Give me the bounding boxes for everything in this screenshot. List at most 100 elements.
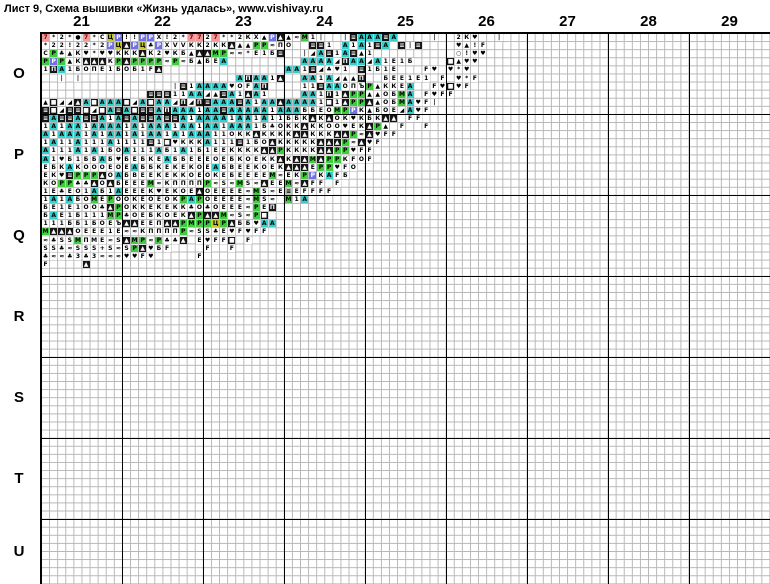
stitch-cell: ▲ [276,74,284,82]
stitch-cell: А [155,147,163,155]
stitch-cell: 7 [42,34,50,42]
stitch-cell: 1 [82,187,90,195]
stitch-cell: Б [42,212,50,220]
stitch-cell: Е [317,106,325,114]
row-label-R: R [13,308,25,325]
stitch-cell: ≡ [357,66,365,74]
stitch-cell: ▲ [374,82,382,90]
stitch-cell: 2 [58,34,66,42]
stitch-cell: А [357,58,365,66]
stitch-cell: О [357,155,365,163]
stitch-cell: ≈ [66,244,74,252]
stitch-cell: ▲ [66,228,74,236]
stitch-cell: А [212,123,220,131]
stitch-cell: А [260,98,268,106]
stitch-cell: К [293,123,301,131]
stitch-cell: 1 [66,147,74,155]
stitch-cell: О [212,204,220,212]
stitch-cell: ≈ [244,212,252,220]
stitch-cell: ♥ [366,139,374,147]
stitch-cell: Е [155,155,163,163]
stitch-cell: ◢ [187,98,195,106]
stitch-cell: ♥ [430,90,438,98]
stitch-cell: П [155,228,163,236]
stitch-cell: S [114,236,122,244]
stitch-cell: ≡ [179,82,187,90]
stitch-cell: 1 [268,106,276,114]
stitch-cell: ▲ [455,58,463,66]
stitch-cell: ≡ [139,106,147,114]
stitch-cell: Б [123,155,131,163]
stitch-cell: А [155,98,163,106]
stitch-cell: ≡ [317,42,325,50]
stitch-cell: Р [179,196,187,204]
stitch-cell: ≡ [114,106,122,114]
stitch-cell: А [163,123,171,131]
stitch-cell: Р [204,220,212,228]
stitch-cell: F [471,74,479,82]
stitch-cell: А [252,90,260,98]
stitch-cell: Е [252,155,260,163]
stitch-cell: ▲ [139,50,147,58]
stitch-cell: ♣ [82,252,90,260]
stitch-cell: Е [139,179,147,187]
stitch-cell: ▲ [333,139,341,147]
stitch-cell: М [220,212,228,220]
stitch-cell: Е [236,171,244,179]
stitch-cell: ▲ [276,98,284,106]
stitch-cell: К [268,155,276,163]
stitch-cell: + [98,244,106,252]
stitch-cell: 1 [252,115,260,123]
stitch-cell: А [98,123,106,131]
stitch-cell: П [260,82,268,90]
stitch-cell: F [309,187,317,195]
stitch-cell: F [366,155,374,163]
stitch-cell: ▲ [317,155,325,163]
stitch-cell: Е [236,204,244,212]
stitch-cell: Р [155,42,163,50]
stitch-cell: Б [228,155,236,163]
stitch-cell: К [252,147,260,155]
stitch-cell: М [106,212,114,220]
stitch-cell: ♥ [471,50,479,58]
stitch-cell: ♣ [58,244,66,252]
stitch-cell: ▲ [317,139,325,147]
stitch-cell: ≡ [74,106,82,114]
stitch-cell: ◢ [366,58,374,66]
stitch-cell: А [406,106,414,114]
stitch-cell: А [50,139,58,147]
stitch-cell: Е [398,74,406,82]
stitch-cell: Р [325,155,333,163]
stitch-cell: ≡ [163,115,171,123]
stitch-cell: ♣ [212,228,220,236]
stitch-cell: А [228,123,236,131]
stitch-cell: ♥ [252,220,260,228]
stitch-cell: Р [341,139,349,147]
stitch-cell: ▲ [285,34,293,42]
stitch-cell: А [90,187,98,195]
stitch-cell: F [398,123,406,131]
stitch-cell: Р [90,171,98,179]
stitch-cell: А [285,106,293,114]
stitch-cell: К [301,139,309,147]
stitch-cell: 1 [42,187,50,195]
stitch-cell: 1 [106,187,114,195]
stitch-cell: ■ [228,236,236,244]
stitch-cell: О [204,187,212,195]
stitch-cell: А [341,50,349,58]
stitch-cell: S [42,244,50,252]
stitch-cell: ≈ [244,196,252,204]
stitch-cell: 1 [147,147,155,155]
stitch-cell: А [252,106,260,114]
stitch-cell: Е [98,66,106,74]
stitch-cell: ▲ [131,220,139,228]
stitch-cell: 1 [317,74,325,82]
stitch-cell: О [123,204,131,212]
stitch-cell: О [82,204,90,212]
stitch-cell: М [398,98,406,106]
stitch-cell: Р [260,42,268,50]
stitch-cell: F [317,179,325,187]
stitch-cell: А [187,196,195,204]
stitch-cell: Е [131,179,139,187]
stitch-cell: Е [98,196,106,204]
